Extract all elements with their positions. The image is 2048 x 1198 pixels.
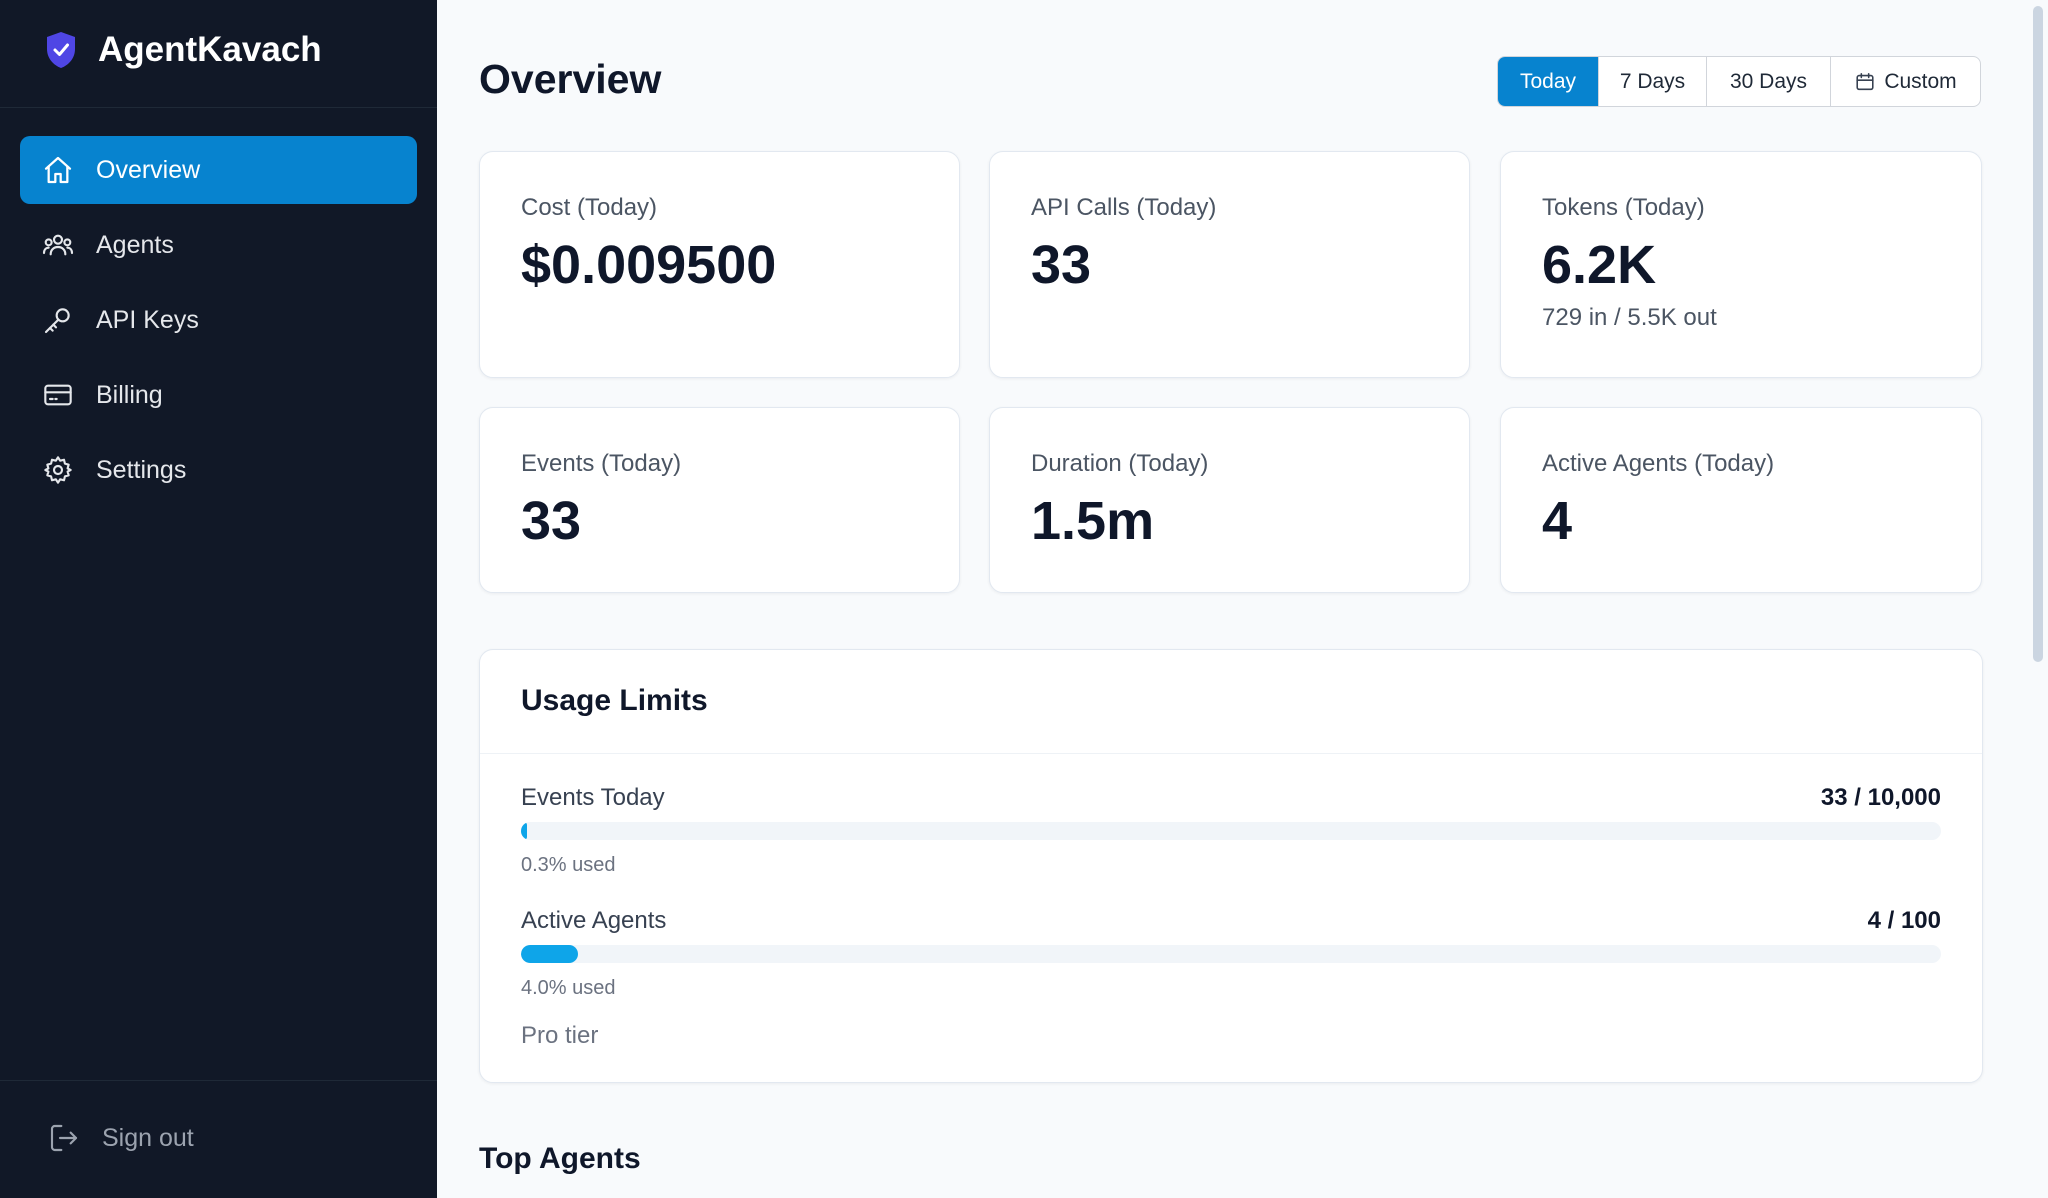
brand-name: AgentKavach: [98, 30, 322, 69]
progress-fill: [521, 945, 578, 963]
stat-value: 1.5m: [1031, 491, 1155, 551]
range-custom-button[interactable]: Custom: [1831, 57, 1980, 106]
main-content: Overview Today 7 Days 30 Days Custom Cos…: [437, 0, 2028, 1198]
stat-card-events: Events (Today) 33: [479, 407, 960, 593]
progress-fill: [521, 822, 527, 840]
sidebar-item-api-keys[interactable]: API Keys: [20, 286, 417, 354]
range-30-days-button[interactable]: 30 Days: [1707, 57, 1831, 106]
stat-card-tokens: Tokens (Today) 6.2K 729 in / 5.5K out: [1500, 151, 1982, 378]
range-label: Today: [1519, 69, 1577, 93]
stat-value: 4: [1542, 491, 1573, 551]
usage-limits-card: Usage Limits Events Today 33 / 10,000 0.…: [479, 649, 1983, 1083]
range-today-button[interactable]: Today: [1498, 57, 1599, 106]
range-label: 7 Days: [1619, 69, 1686, 93]
date-range-selector: Today 7 Days 30 Days Custom: [1497, 56, 1981, 107]
page-scrollbar[interactable]: [2028, 0, 2048, 1198]
users-icon: [42, 234, 74, 256]
stat-value: 33: [1031, 235, 1092, 295]
sidebar-item-label: Overview: [96, 155, 201, 184]
usage-limits-title: Usage Limits: [521, 684, 708, 717]
usage-divider: [480, 753, 1982, 754]
stat-label: API Calls (Today): [1031, 194, 1217, 221]
shield-check-icon: [47, 32, 75, 68]
sidebar-item-label: Agents: [96, 230, 174, 259]
home-icon: [44, 156, 72, 184]
stat-value: 33: [521, 491, 582, 551]
stat-label: Duration (Today): [1031, 450, 1209, 477]
sign-out-button[interactable]: Sign out: [48, 1122, 194, 1154]
stat-card-api-calls: API Calls (Today) 33: [989, 151, 1470, 378]
sidebar-item-label: API Keys: [96, 305, 199, 334]
sidebar-item-agents[interactable]: Agents: [20, 211, 417, 279]
top-agents-title: Top Agents: [479, 1142, 641, 1175]
sidebar-item-overview[interactable]: Overview: [20, 136, 417, 204]
sidebar-footer-divider: [0, 1080, 437, 1081]
range-7-days-button[interactable]: 7 Days: [1599, 57, 1707, 106]
page-title: Overview: [479, 56, 662, 102]
progress-track: [521, 945, 1941, 963]
sidebar-item-billing[interactable]: Billing: [20, 361, 417, 429]
sidebar-divider: [0, 107, 437, 108]
stat-value: $0.009500: [521, 235, 777, 295]
range-label: 30 Days: [1729, 69, 1808, 93]
gear-icon: [44, 456, 72, 484]
progress-track: [521, 822, 1941, 840]
sidebar-item-settings[interactable]: Settings: [20, 436, 417, 504]
stat-label: Tokens (Today): [1542, 194, 1705, 221]
calendar-icon: [1856, 72, 1874, 90]
key-icon: [44, 308, 70, 334]
range-label: Custom: [1884, 69, 1957, 93]
brand[interactable]: AgentKavach: [44, 30, 322, 70]
stat-subtext: 729 in / 5.5K out: [1542, 304, 1717, 331]
sidebar-item-label: Settings: [96, 455, 187, 484]
limit-count: 33 / 10,000: [1820, 784, 1941, 811]
stat-value: 6.2K: [1542, 235, 1657, 295]
limit-count: 4 / 100: [1867, 907, 1941, 934]
limit-label: Events Today: [521, 784, 665, 811]
sign-out-label: Sign out: [102, 1123, 194, 1152]
credit-card-icon: [44, 384, 72, 406]
stat-card-active-agents: Active Agents (Today) 4: [1500, 407, 1982, 593]
limit-used-text: 4.0% used: [521, 977, 616, 999]
sidebar-nav: Overview Agents API Keys Billing: [20, 136, 417, 511]
limit-label: Active Agents: [521, 907, 667, 934]
stat-card-duration: Duration (Today) 1.5m: [989, 407, 1470, 593]
plan-tier: Pro tier: [521, 1022, 599, 1049]
limit-used-text: 0.3% used: [521, 854, 616, 876]
scrollbar-thumb[interactable]: [2033, 6, 2043, 662]
stat-label: Events (Today): [521, 450, 682, 477]
stat-label: Active Agents (Today): [1542, 450, 1775, 477]
sidebar: AgentKavach Overview Agents API Keys: [0, 0, 437, 1198]
sidebar-item-label: Billing: [96, 380, 163, 409]
sign-out-icon: [50, 1124, 78, 1152]
stat-label: Cost (Today): [521, 194, 658, 221]
stat-card-cost: Cost (Today) $0.009500: [479, 151, 960, 378]
